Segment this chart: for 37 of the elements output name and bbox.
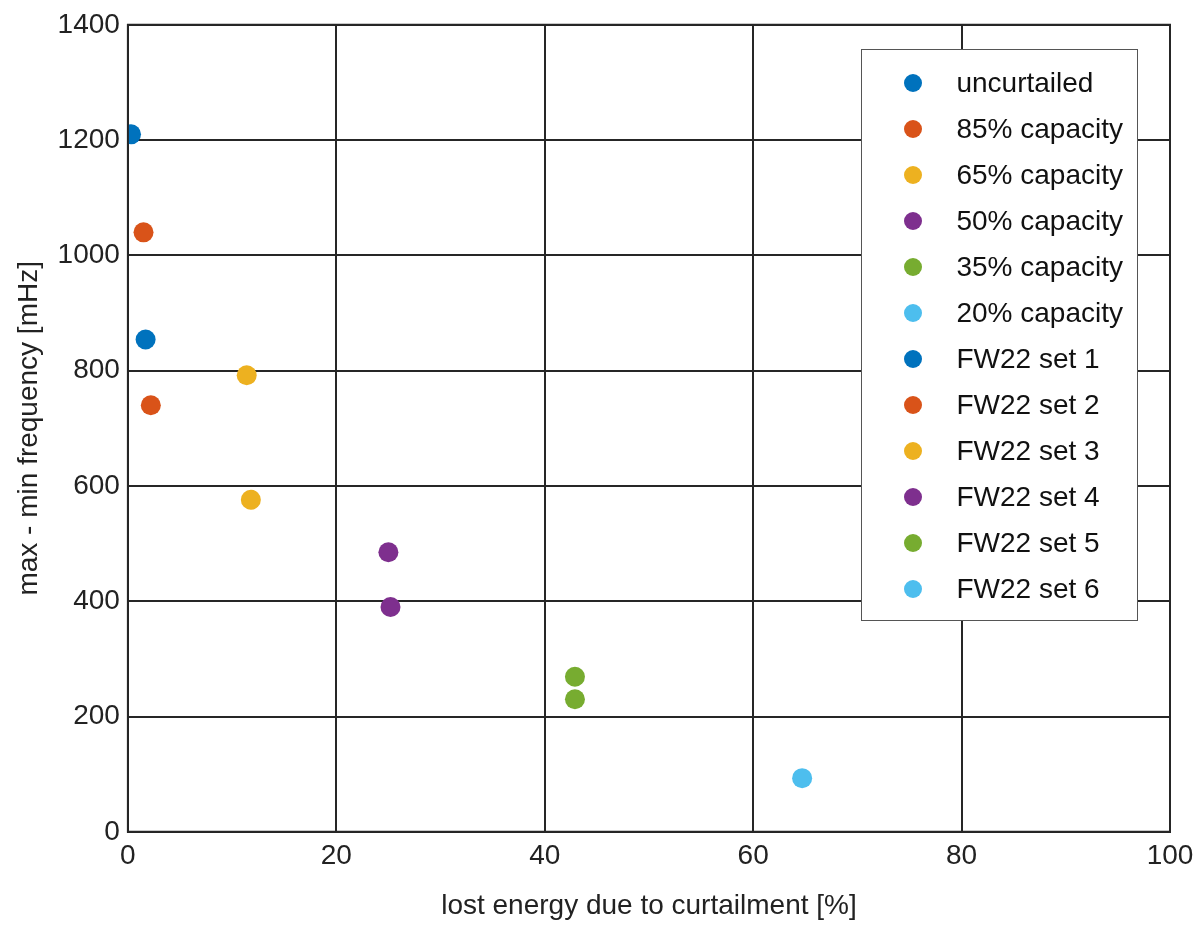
legend-label: 20% capacity xyxy=(956,296,1123,329)
legend-label: FW22 set 5 xyxy=(956,526,1100,559)
legend-label: FW22 set 2 xyxy=(956,388,1100,421)
point xyxy=(378,542,399,563)
point xyxy=(240,489,261,510)
y-tick-label: 1200 xyxy=(57,122,120,154)
x-tick-label: 20 xyxy=(320,839,352,871)
legend-label: 50% capacity xyxy=(956,204,1123,237)
point xyxy=(792,768,813,789)
y-axis-title: max - min frequency [mHz] xyxy=(11,261,43,596)
y-tick-label: 200 xyxy=(73,699,120,731)
point xyxy=(140,395,161,416)
y-tick-label: 400 xyxy=(73,583,120,615)
x-axis-title: lost energy due to curtailment [%] xyxy=(441,888,857,920)
legend-label: uncurtailed xyxy=(956,66,1094,99)
point xyxy=(564,666,585,687)
legend-label: FW22 set 3 xyxy=(956,434,1100,467)
legend-label: FW22 set 1 xyxy=(956,342,1100,375)
point xyxy=(135,329,156,350)
legend-label: 35% capacity xyxy=(956,250,1123,283)
point xyxy=(133,222,154,243)
y-tick-label: 1400 xyxy=(57,7,120,39)
legend-label: 65% capacity xyxy=(956,158,1123,191)
point xyxy=(380,596,401,617)
y-tick-label: 0 xyxy=(104,814,120,846)
y-tick-label: 800 xyxy=(73,353,120,385)
legend-label: FW22 set 4 xyxy=(956,480,1100,513)
y-tick-label: 1000 xyxy=(57,238,120,270)
x-tick-label: 40 xyxy=(529,839,561,871)
legend-label: 85% capacity xyxy=(956,112,1123,145)
x-tick-label: 100 xyxy=(1146,839,1194,871)
x-tick-label: 80 xyxy=(946,839,978,871)
point xyxy=(236,365,257,386)
x-tick-label: 60 xyxy=(737,839,769,871)
legend-label: FW22 set 6 xyxy=(956,572,1100,605)
point xyxy=(564,689,585,710)
y-tick-label: 600 xyxy=(73,468,120,500)
